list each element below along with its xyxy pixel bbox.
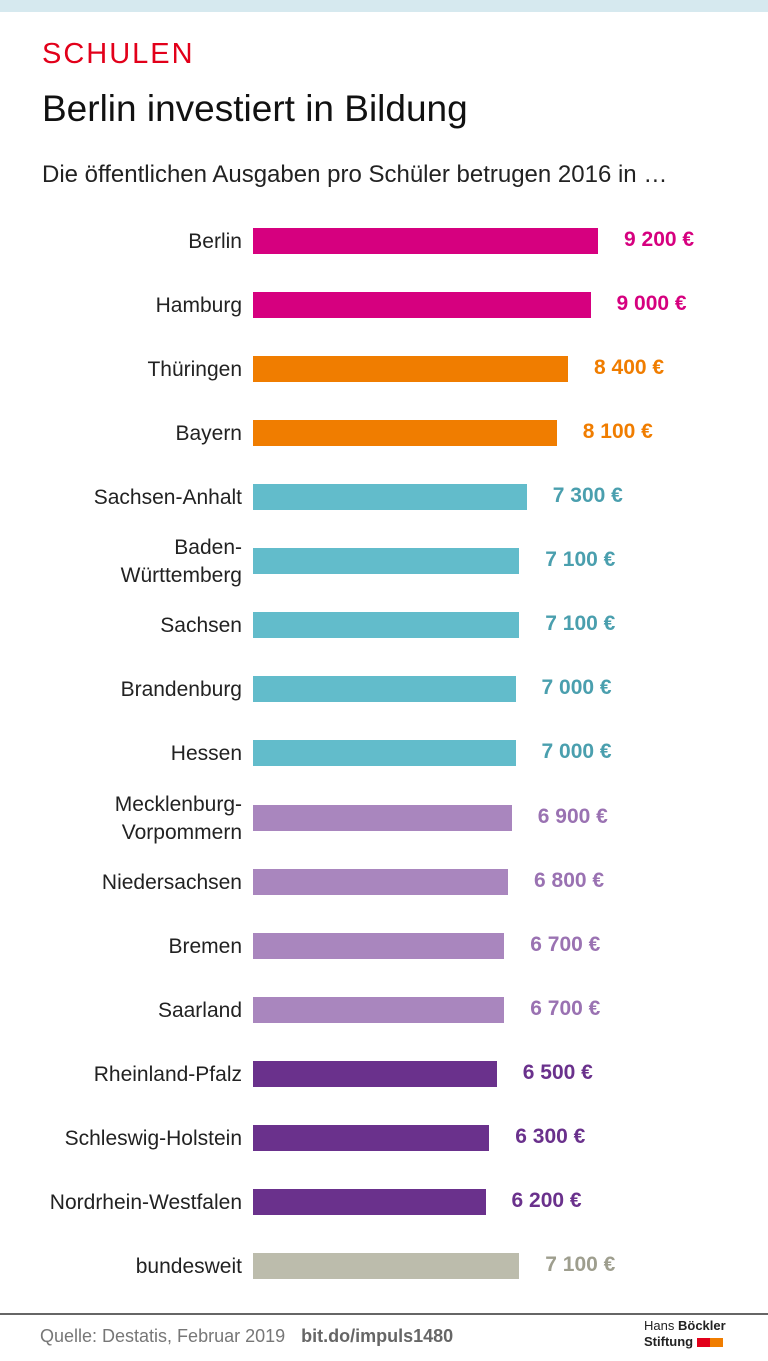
bar — [253, 356, 568, 383]
bar — [253, 420, 557, 447]
logo-text: Stiftung — [644, 1334, 694, 1349]
value-label: 9 200 € — [624, 228, 695, 251]
value-label: 7 000 € — [541, 676, 612, 700]
divider — [0, 1313, 768, 1315]
category-label: Thüringen — [147, 358, 242, 382]
category-label: Bremen — [168, 934, 242, 958]
bar — [253, 1124, 490, 1151]
logo-text: Hans — [644, 1318, 675, 1333]
category-label: Baden- Württemberg — [120, 536, 242, 588]
bar — [253, 996, 505, 1023]
bar — [253, 804, 512, 831]
value-label: 6 700 € — [530, 932, 601, 956]
value-label: 9 000 € — [616, 292, 687, 316]
bar — [253, 868, 508, 895]
value-label: 6 700 € — [530, 996, 601, 1020]
chart-subtitle: Die öffentlichen Ausgaben pro Schüler be… — [42, 161, 668, 188]
logo-square-orange — [709, 1338, 723, 1348]
source-note: Quelle: Destatis, Februar 2019 bit.do/imp… — [40, 1326, 453, 1347]
value-label: 6 200 € — [511, 1188, 582, 1212]
bar — [253, 1060, 497, 1087]
category-label: Schleswig-Holstein — [64, 1126, 242, 1150]
bar — [253, 1252, 520, 1279]
value-label: 7 000 € — [541, 740, 612, 764]
value-label: 7 300 € — [552, 484, 623, 508]
value-label: 8 100 € — [582, 420, 653, 444]
category-label: Berlin — [188, 230, 242, 253]
bar — [253, 740, 516, 767]
category-label: Mecklenburg- Vorpommern — [114, 792, 242, 844]
top-band — [0, 0, 768, 12]
value-label: 8 400 € — [594, 356, 665, 380]
category-label: Nordrhein-Westfalen — [49, 1190, 242, 1214]
value-label: 7 100 € — [545, 612, 616, 636]
source-link[interactable]: bit.do/impuls1480 — [301, 1326, 454, 1346]
bar — [253, 932, 505, 959]
category-label: Niedersachsen — [101, 870, 242, 894]
value-label: 6 300 € — [515, 1124, 586, 1148]
bar — [253, 612, 520, 639]
category-label: Bayern — [175, 422, 242, 446]
value-label: 6 900 € — [537, 804, 608, 828]
bar — [253, 292, 591, 319]
bar — [253, 1188, 486, 1215]
logo: Hans Böckler Stiftung — [644, 1318, 754, 1350]
category-label: Hamburg — [155, 294, 242, 318]
category-label: Sachsen — [160, 614, 242, 638]
category-label: Sachsen-Anhalt — [93, 486, 242, 510]
category-label: Saarland — [157, 998, 242, 1022]
logo-square-red — [696, 1338, 710, 1348]
category-label: bundesweit — [135, 1254, 242, 1278]
bar — [253, 676, 516, 703]
logo-text: Böckler — [677, 1318, 726, 1333]
value-label: 6 800 € — [534, 868, 605, 892]
value-label: 7 100 € — [545, 548, 616, 572]
category-label: Hessen — [170, 742, 242, 766]
bar — [253, 548, 520, 575]
kicker: SCHULEN — [42, 38, 195, 70]
bar — [253, 228, 598, 254]
value-label: 7 100 € — [545, 1252, 616, 1276]
value-label: 6 500 € — [522, 1060, 593, 1084]
source-text: Quelle: Destatis, Februar 2019 — [40, 1326, 286, 1346]
category-label: Brandenburg — [120, 678, 242, 702]
bar — [253, 484, 527, 511]
bar-chart: Berlin 9 200 € Hamburg 9 000 € Thüringen 8 40… — [49, 228, 695, 1279]
chart-title: Berlin investiert in Bildung — [42, 88, 468, 129]
category-label: Rheinland-Pfalz — [93, 1062, 242, 1086]
